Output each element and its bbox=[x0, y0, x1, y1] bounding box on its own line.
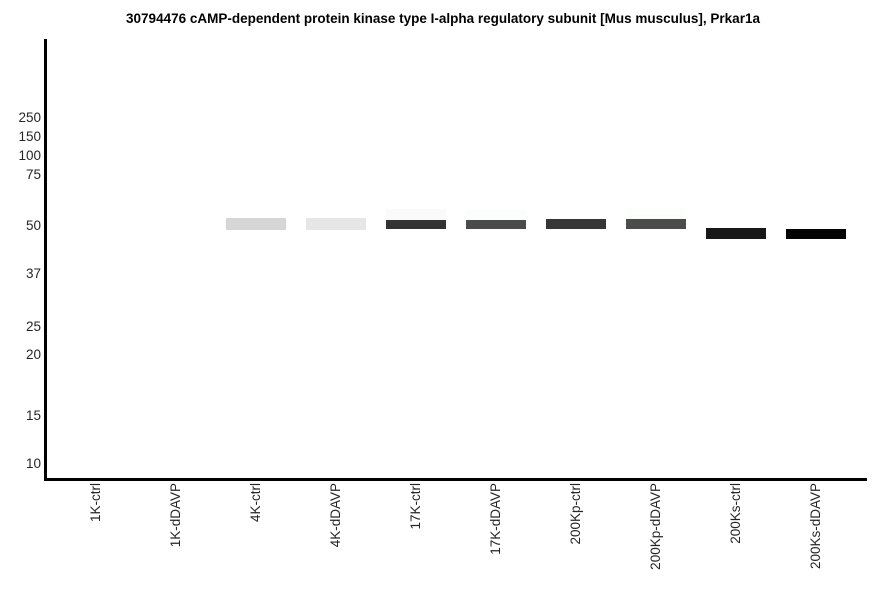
x-axis-line bbox=[44, 478, 867, 481]
lane-label-17K-ctrl: 17K-ctrl bbox=[408, 483, 423, 530]
lane-label-200Kp-dDAVP: 200Kp-dDAVP bbox=[648, 483, 663, 570]
y-tick-75: 75 bbox=[25, 167, 41, 182]
band-4K-dDAVP bbox=[306, 218, 366, 230]
band-17K-ctrl bbox=[386, 209, 446, 220]
y-tick-250: 250 bbox=[18, 110, 41, 125]
band-200Ks-ctrl bbox=[706, 228, 766, 239]
lane-label-1K-ctrl: 1K-ctrl bbox=[88, 483, 103, 523]
band-17K-dDAVP bbox=[466, 220, 526, 229]
lane-label-4K-ctrl: 4K-ctrl bbox=[248, 483, 263, 523]
band-200Kp-dDAVP bbox=[626, 219, 686, 229]
lane-label-4K-dDAVP: 4K-dDAVP bbox=[328, 483, 343, 548]
y-tick-50: 50 bbox=[25, 218, 41, 233]
y-tick-20: 20 bbox=[25, 347, 41, 362]
lane-label-200Ks-dDAVP: 200Ks-dDAVP bbox=[808, 483, 823, 570]
y-tick-15: 15 bbox=[25, 408, 41, 423]
band-200Kp-ctrl bbox=[546, 219, 606, 229]
band-17K-ctrl bbox=[386, 220, 446, 229]
y-tick-10: 10 bbox=[25, 456, 41, 471]
band-17K-dDAVP bbox=[466, 209, 526, 220]
y-tick-100: 100 bbox=[18, 148, 41, 163]
y-axis-line bbox=[44, 39, 47, 481]
y-tick-150: 150 bbox=[18, 129, 41, 144]
band-200Kp-dDAVP bbox=[626, 209, 686, 219]
band-4K-ctrl bbox=[226, 218, 286, 230]
y-tick-37: 37 bbox=[25, 266, 41, 281]
chart-title: 30794476 cAMP-dependent protein kinase t… bbox=[126, 11, 760, 26]
lane-label-200Ks-ctrl: 200Ks-ctrl bbox=[728, 483, 743, 544]
lane-label-17K-dDAVP: 17K-dDAVP bbox=[488, 483, 503, 555]
y-tick-25: 25 bbox=[25, 319, 41, 334]
lane-label-200Kp-ctrl: 200Kp-ctrl bbox=[568, 483, 583, 545]
band-200Ks-dDAVP bbox=[786, 229, 846, 239]
lane-label-1K-dDAVP: 1K-dDAVP bbox=[168, 483, 183, 548]
